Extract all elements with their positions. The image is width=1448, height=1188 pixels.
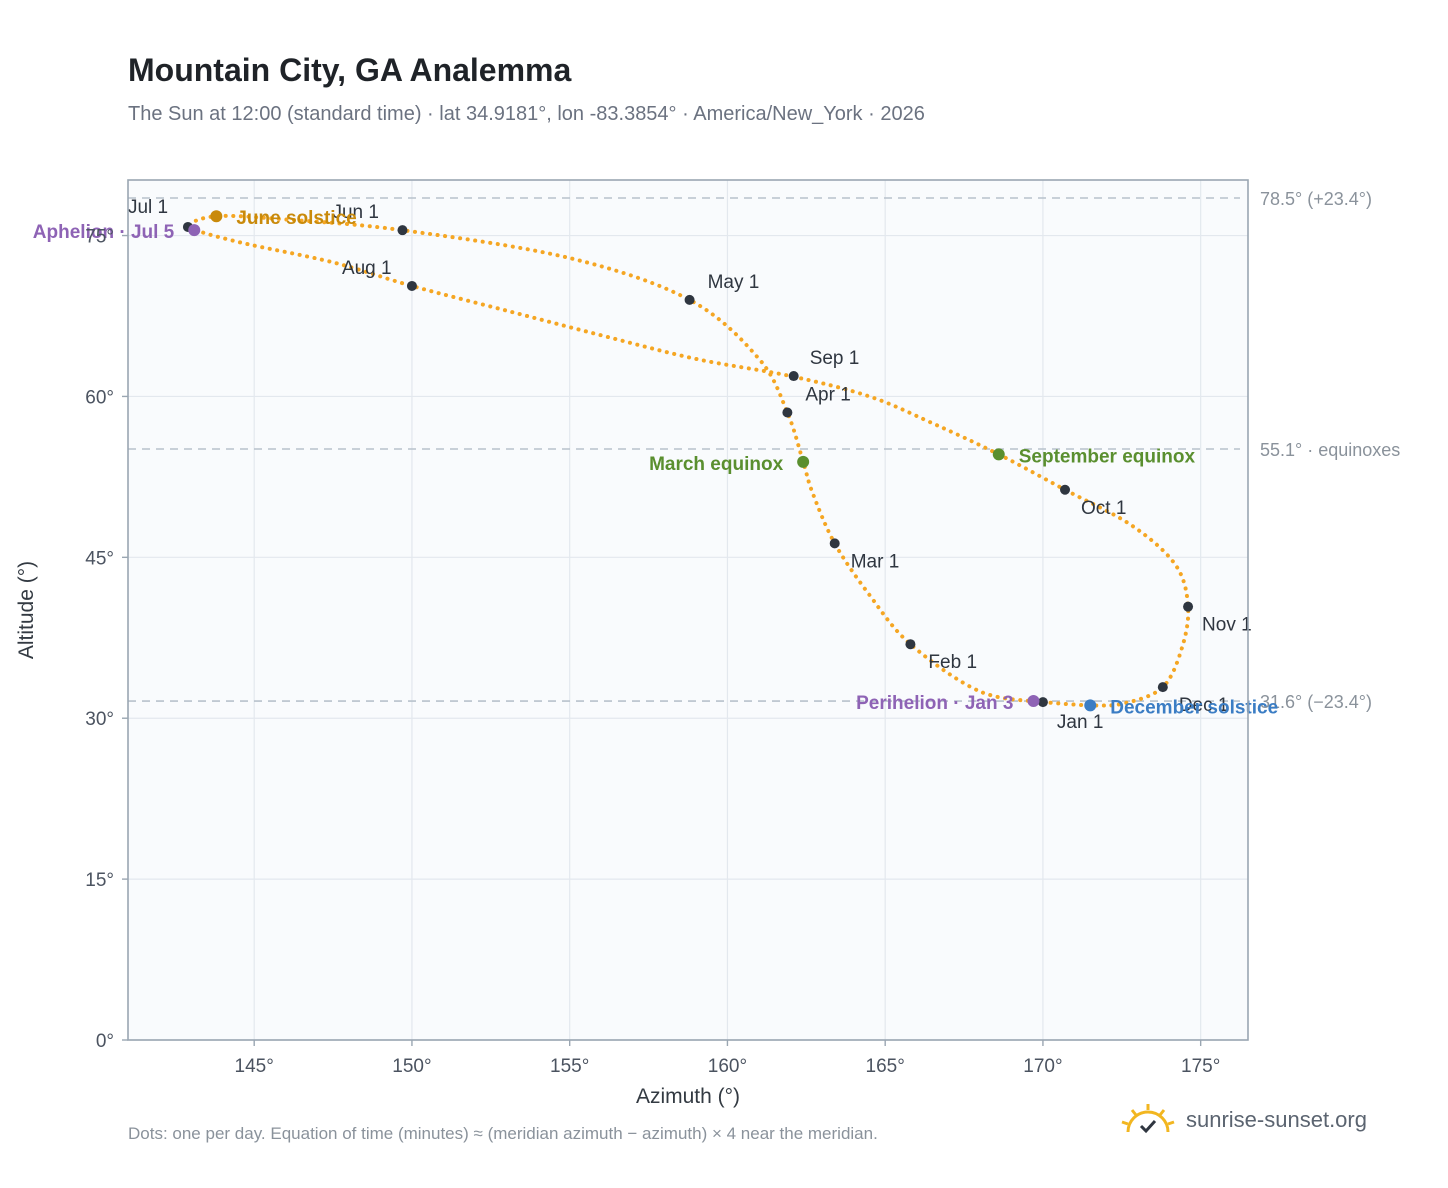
month-label: May 1 (708, 272, 760, 293)
event-marker (1084, 699, 1097, 712)
y-tick-label: 45° (85, 548, 114, 569)
event-label: December solstice (1110, 697, 1278, 718)
month-label: Feb 1 (928, 652, 977, 673)
event-label: September equinox (1019, 446, 1196, 467)
month-marker (829, 538, 840, 549)
month-marker (1037, 697, 1048, 708)
reference-line-label: 31.6° (−23.4°) (1260, 692, 1372, 712)
event-label: Perihelion · Jan 3 (856, 693, 1013, 714)
month-label: Jan 1 (1057, 712, 1103, 733)
month-marker (782, 407, 793, 418)
reference-line-label: 78.5° (+23.4°) (1260, 189, 1372, 209)
event-label: Aphelion · Jul 5 (33, 222, 175, 243)
reference-line-label: 55.1° · equinoxes (1260, 440, 1400, 460)
chart-title: Mountain City, GA Analemma (128, 52, 572, 88)
event-label: June solstice (236, 208, 356, 229)
month-markers: Jan 1 Feb 1 Mar 1 Apr 1 May 1 Jun 1 Jul 1 Aug 1… (128, 197, 1252, 733)
month-marker (1183, 601, 1194, 612)
month-label: Apr 1 (805, 385, 850, 406)
brand-text: sunrise-sunset.org (1186, 1107, 1367, 1132)
y-tick-label: 15° (85, 870, 114, 891)
event-markers: June solstice March equinox September equi… (33, 208, 1278, 718)
month-label: Dec 1 (1179, 695, 1229, 716)
month-label: Jul 1 (128, 197, 168, 218)
month-marker (397, 225, 408, 236)
x-tick-label: 160° (708, 1056, 747, 1077)
month-marker (788, 371, 799, 382)
analemma-path (188, 213, 1191, 708)
month-label: Aug 1 (342, 258, 392, 279)
chart-subtitle: The Sun at 12:00 (standard time) · lat 3… (128, 103, 925, 125)
month-marker (1060, 484, 1071, 495)
y-axis-label: Altitude (°) (15, 561, 38, 659)
reference-lines: 78.5° (+23.4°) 55.1° · equinoxes 31.6° (−2… (128, 189, 1400, 712)
x-tick-label: 145° (235, 1056, 274, 1077)
footnote: Dots: one per day. Equation of time (min… (128, 1124, 878, 1143)
plot-area (128, 180, 1248, 1040)
sun-logo-icon (1121, 1104, 1175, 1134)
y-tick-label: 75° (85, 227, 114, 248)
month-marker (406, 280, 417, 291)
month-marker (684, 294, 695, 305)
month-label: Nov 1 (1202, 615, 1252, 636)
month-marker (1157, 682, 1168, 693)
event-label: March equinox (649, 454, 784, 475)
x-tick-label: 155° (550, 1056, 589, 1077)
x-axis-label: Azimuth (°) (636, 1085, 740, 1108)
month-label: Oct 1 (1081, 498, 1126, 519)
axes: 145° 150° 155° 160° 165° 170° 175° 0° 15° 30° 45° 6… (85, 179, 1249, 1077)
event-marker (992, 448, 1005, 461)
event-marker (797, 455, 810, 468)
y-tick-label: 60° (85, 387, 114, 408)
plot-frame (127, 179, 1249, 1041)
y-tick-label: 0° (96, 1031, 114, 1052)
month-label: Sep 1 (810, 348, 860, 369)
event-marker (210, 210, 223, 223)
x-tick-label: 170° (1023, 1056, 1062, 1077)
month-label: Mar 1 (851, 551, 900, 572)
month-marker (905, 639, 916, 650)
event-marker (1027, 695, 1040, 708)
analemma-curve (188, 213, 1191, 708)
event-marker (188, 224, 201, 237)
x-tick-label: 150° (392, 1056, 431, 1077)
month-label: Jun 1 (332, 202, 378, 223)
brand-logo[interactable]: sunrise-sunset.org (1120, 1102, 1367, 1138)
x-tick-label: 175° (1181, 1056, 1220, 1077)
x-tick-label: 165° (866, 1056, 905, 1077)
y-tick-label: 30° (85, 709, 114, 730)
